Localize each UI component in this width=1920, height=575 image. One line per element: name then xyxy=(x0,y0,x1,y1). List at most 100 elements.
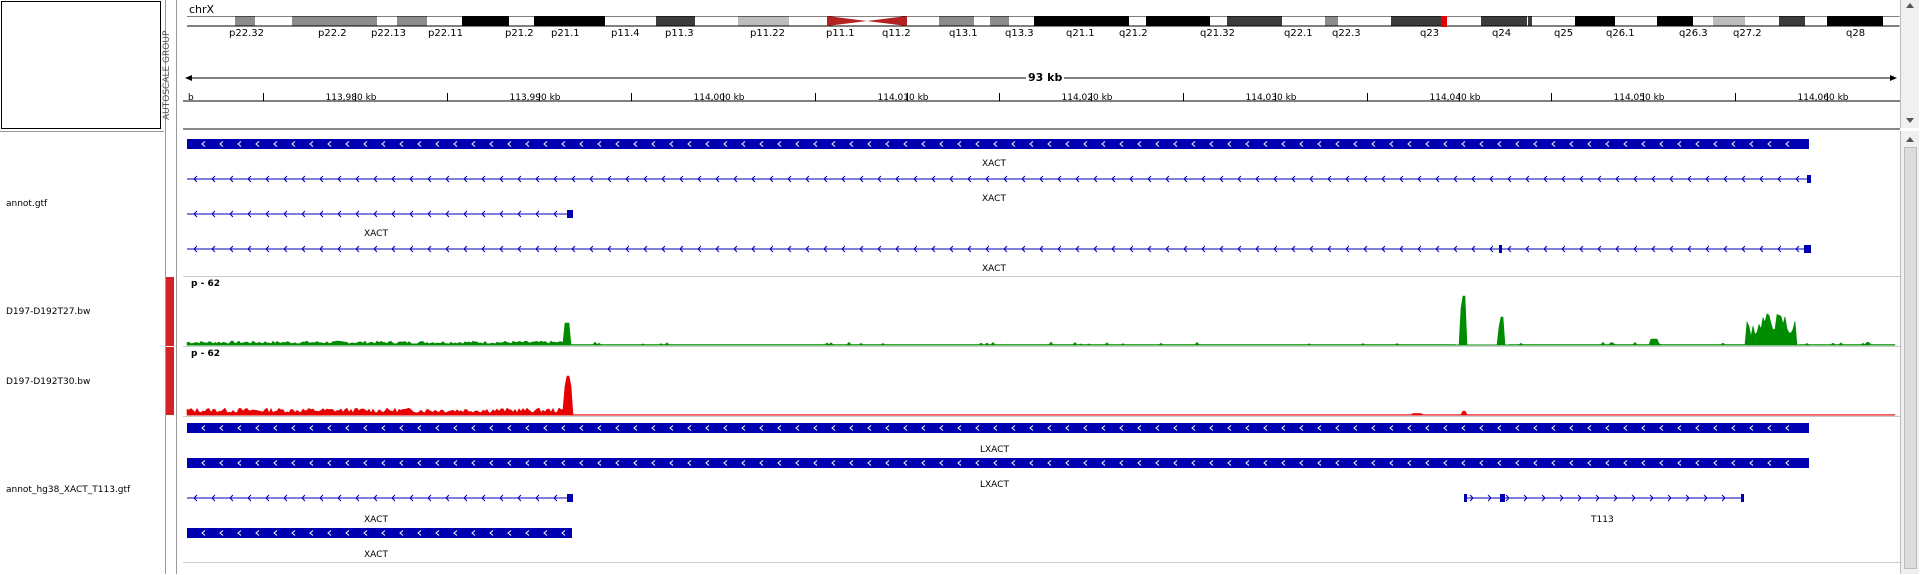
ruler-tick-label: 114,040 kb xyxy=(1429,93,1481,103)
coverage-track-t27[interactable] xyxy=(183,277,1900,346)
strand-arrow-icon xyxy=(1731,425,1736,431)
ideogram-band xyxy=(1129,16,1146,26)
strand-arrow-icon xyxy=(1651,175,1656,183)
strand-arrow-icon xyxy=(265,175,270,183)
strand-arrow-icon xyxy=(697,245,702,253)
cytoband-label: q21.32 xyxy=(1200,28,1235,39)
strand-arrow-icon xyxy=(1543,245,1548,253)
strand-arrow-icon xyxy=(301,494,306,502)
strand-arrow-icon xyxy=(669,460,674,466)
scroll-up-icon[interactable] xyxy=(1906,3,1914,8)
strand-arrow-icon xyxy=(1515,141,1520,147)
strand-arrow-icon xyxy=(1677,425,1682,431)
strand-arrow-icon xyxy=(1723,245,1728,253)
strand-arrow-icon xyxy=(1389,141,1394,147)
strand-arrow-icon xyxy=(1407,460,1412,466)
cytoband-label: q25 xyxy=(1554,28,1574,39)
span-arrow-right-icon xyxy=(1890,75,1897,81)
strand-arrow-icon xyxy=(301,210,306,218)
strand-arrow-icon xyxy=(1713,425,1718,431)
header-scrollbar[interactable] xyxy=(1900,0,1919,128)
strand-arrow-icon xyxy=(885,460,890,466)
strand-arrow-icon xyxy=(453,460,458,466)
strand-arrow-icon xyxy=(867,460,872,466)
strand-arrow-icon xyxy=(1577,494,1582,502)
ruler-tick-label: 114,030 kb xyxy=(1245,93,1297,103)
strand-arrow-icon xyxy=(661,245,666,253)
strand-arrow-icon xyxy=(327,425,332,431)
data-scrollbar[interactable] xyxy=(1900,131,1919,574)
strand-arrow-icon xyxy=(1659,460,1664,466)
strand-arrow-icon xyxy=(1705,245,1710,253)
strand-arrow-icon xyxy=(1291,245,1296,253)
track-name-annot-hg38[interactable]: annot_hg38_XACT_T113.gtf xyxy=(6,485,131,495)
strand-arrow-icon xyxy=(553,175,558,183)
strand-arrow-icon xyxy=(309,460,314,466)
strand-arrow-icon xyxy=(1759,245,1764,253)
chromosome-name: chrX xyxy=(189,3,215,16)
strand-arrow-icon xyxy=(399,460,404,466)
strand-arrow-icon xyxy=(1317,460,1322,466)
strand-arrow-icon xyxy=(1785,460,1790,466)
strand-arrow-icon xyxy=(409,245,414,253)
strand-arrow-icon xyxy=(417,141,422,147)
track-name-t30[interactable]: D197-D192T30.bw xyxy=(6,377,91,387)
strand-arrow-icon xyxy=(795,460,800,466)
chromosome-ideogram[interactable] xyxy=(187,16,1900,44)
scroll-up-icon[interactable] xyxy=(1906,137,1914,142)
strand-arrow-icon xyxy=(1381,175,1386,183)
strand-arrow-icon xyxy=(301,245,306,253)
track-separator xyxy=(183,416,1900,417)
strand-arrow-icon xyxy=(1597,245,1602,253)
ideogram-band xyxy=(1805,16,1827,26)
strand-arrow-icon xyxy=(291,460,296,466)
feature-block xyxy=(187,528,572,538)
strand-arrow-icon xyxy=(1335,460,1340,466)
feature-block xyxy=(187,423,1809,433)
cytoband-label: p22.11 xyxy=(428,28,463,39)
strand-arrow-icon xyxy=(1335,141,1340,147)
strand-arrow-icon xyxy=(1425,141,1430,147)
data-range-t30: p - 62 xyxy=(191,349,220,359)
strand-arrow-icon xyxy=(607,175,612,183)
strand-arrow-icon xyxy=(1417,175,1422,183)
strand-arrow-icon xyxy=(291,141,296,147)
strand-arrow-icon xyxy=(381,425,386,431)
strand-arrow-icon xyxy=(1795,245,1800,253)
scroll-down-icon[interactable] xyxy=(1906,118,1914,123)
strand-arrow-icon xyxy=(723,425,728,431)
track-name-annot[interactable]: annot.gtf xyxy=(6,199,48,209)
coverage-track-t30[interactable] xyxy=(183,347,1900,416)
feature-tracks[interactable] xyxy=(183,131,1900,574)
track-name-panel xyxy=(0,131,164,575)
strand-arrow-icon xyxy=(489,141,494,147)
cytoband-label: p21.1 xyxy=(551,28,580,39)
strand-arrow-icon xyxy=(1767,141,1772,147)
ruler-tick-label: 114,020 kb xyxy=(1061,93,1113,103)
strand-arrow-icon xyxy=(417,425,422,431)
strand-arrow-icon xyxy=(489,530,494,536)
strand-arrow-icon xyxy=(309,425,314,431)
track-name-t27[interactable]: D197-D192T27.bw xyxy=(6,307,91,317)
strand-arrow-icon xyxy=(849,460,854,466)
strand-arrow-icon xyxy=(633,460,638,466)
strand-arrow-icon xyxy=(687,425,692,431)
ideogram-band xyxy=(1827,16,1883,26)
strand-arrow-icon xyxy=(661,175,666,183)
cytoband-label: q24 xyxy=(1492,28,1512,39)
strand-arrow-icon xyxy=(373,494,378,502)
scroll-thumb[interactable] xyxy=(1904,147,1917,569)
feature-exon xyxy=(1741,494,1744,502)
feature-exon xyxy=(567,494,573,502)
strand-arrow-icon xyxy=(1245,141,1250,147)
strand-arrow-icon xyxy=(489,425,494,431)
strand-arrow-icon xyxy=(309,141,314,147)
strand-arrow-icon xyxy=(1255,175,1260,183)
ideogram-band xyxy=(1527,16,1528,26)
strand-arrow-icon xyxy=(597,141,602,147)
strand-arrow-icon xyxy=(201,530,206,536)
strand-arrow-icon xyxy=(1507,175,1512,183)
strand-arrow-icon xyxy=(1263,141,1268,147)
strand-arrow-icon xyxy=(1407,425,1412,431)
strand-arrow-icon xyxy=(1191,141,1196,147)
